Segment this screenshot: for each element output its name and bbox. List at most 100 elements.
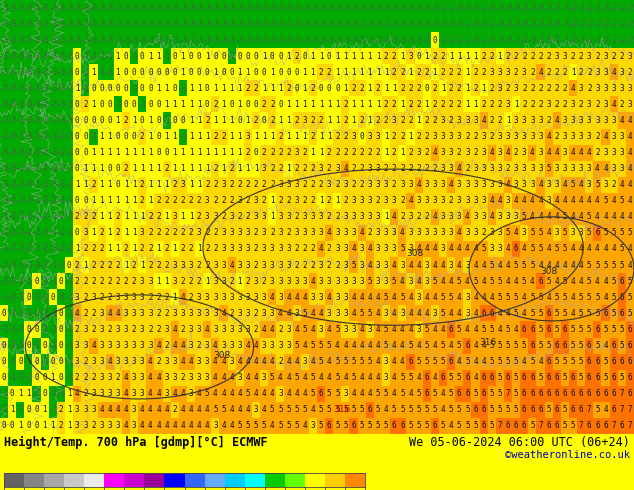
Text: 5: 5 (555, 293, 559, 302)
Text: -2: -2 (32, 309, 41, 318)
Text: 0: 0 (172, 84, 177, 93)
Text: 6: 6 (481, 421, 486, 430)
Text: 3: 3 (189, 341, 193, 350)
Text: 3: 3 (213, 421, 217, 430)
Text: 4: 4 (343, 341, 348, 350)
Text: 3: 3 (489, 228, 494, 237)
Text: -3: -3 (560, 3, 569, 13)
Text: 3: 3 (230, 341, 234, 350)
Text: 2: 2 (595, 148, 600, 157)
Text: 2: 2 (245, 148, 250, 157)
Text: 3: 3 (75, 357, 79, 366)
Text: 5: 5 (311, 373, 315, 382)
Text: 3: 3 (441, 132, 445, 141)
Text: -3: -3 (292, 20, 301, 28)
Text: 0: 0 (67, 261, 72, 270)
Text: -1: -1 (162, 116, 171, 125)
Text: 3: 3 (562, 148, 567, 157)
Text: 2: 2 (417, 212, 421, 221)
Text: 4: 4 (359, 293, 364, 302)
Text: -3: -3 (252, 36, 261, 45)
Text: 2: 2 (619, 52, 624, 61)
Text: 4: 4 (230, 421, 234, 430)
Text: 2: 2 (245, 180, 250, 189)
Text: 2: 2 (156, 212, 161, 221)
Text: 4: 4 (213, 357, 217, 366)
Text: 3: 3 (124, 293, 128, 302)
Text: -3: -3 (259, 3, 269, 13)
Text: 3: 3 (376, 228, 380, 237)
Text: -3: -3 (113, 3, 122, 13)
Text: 4: 4 (221, 309, 226, 318)
Text: 0: 0 (100, 116, 104, 125)
Text: 3: 3 (100, 341, 104, 350)
Text: 7: 7 (619, 405, 624, 414)
Text: 2: 2 (278, 357, 283, 366)
Text: -3: -3 (40, 52, 49, 61)
Text: 0: 0 (59, 276, 63, 286)
Text: -1: -1 (89, 52, 98, 61)
Text: 3: 3 (522, 180, 527, 189)
Text: 4: 4 (327, 293, 332, 302)
Text: -3: -3 (81, 20, 90, 28)
Text: -3: -3 (300, 36, 309, 45)
Text: 3: 3 (115, 341, 120, 350)
Text: 3: 3 (278, 245, 283, 253)
Text: 1: 1 (384, 68, 389, 77)
Text: 4: 4 (156, 341, 161, 350)
Text: -3: -3 (32, 84, 41, 93)
Text: 5: 5 (245, 421, 250, 430)
Text: 4: 4 (400, 276, 404, 286)
Text: 2: 2 (417, 68, 421, 77)
Text: 2: 2 (302, 164, 307, 173)
Text: -2: -2 (24, 245, 33, 253)
Text: 4: 4 (148, 405, 153, 414)
Text: 1: 1 (424, 100, 429, 109)
Text: 1: 1 (18, 389, 23, 398)
Text: 1: 1 (75, 180, 79, 189)
Text: -1: -1 (24, 276, 33, 286)
Text: 1: 1 (400, 100, 404, 109)
Text: 3: 3 (294, 228, 299, 237)
Text: 4: 4 (432, 245, 437, 253)
Text: 2: 2 (392, 164, 396, 173)
Text: 0: 0 (302, 52, 307, 61)
Text: -2: -2 (16, 228, 25, 237)
Text: 3: 3 (172, 212, 177, 221)
Text: -3: -3 (129, 3, 139, 13)
Text: -2: -2 (40, 132, 49, 141)
Text: -3: -3 (0, 20, 9, 28)
Text: 3: 3 (514, 116, 519, 125)
Text: 2: 2 (294, 52, 299, 61)
Text: 0: 0 (59, 309, 63, 318)
Text: -2: -2 (382, 36, 391, 45)
Text: -2: -2 (609, 20, 618, 28)
Text: 4: 4 (571, 196, 575, 205)
Text: -3: -3 (333, 20, 342, 28)
Text: 3: 3 (140, 293, 145, 302)
Text: -2: -2 (56, 245, 65, 253)
Text: -2: -2 (520, 3, 529, 13)
Text: 2: 2 (489, 52, 494, 61)
Text: 1: 1 (238, 68, 242, 77)
Text: 4: 4 (124, 421, 128, 430)
Text: 3: 3 (587, 164, 592, 173)
Text: 4: 4 (359, 228, 364, 237)
Text: 0: 0 (91, 116, 96, 125)
Text: 3: 3 (408, 276, 413, 286)
Text: 2: 2 (351, 148, 356, 157)
Text: 5: 5 (384, 325, 389, 334)
Text: 3: 3 (619, 148, 624, 157)
Text: 1: 1 (302, 84, 307, 93)
Text: -3: -3 (325, 20, 334, 28)
Text: 4: 4 (481, 116, 486, 125)
Text: 3: 3 (294, 180, 299, 189)
Text: 3: 3 (319, 261, 323, 270)
Text: 2: 2 (530, 68, 534, 77)
Text: 3: 3 (319, 212, 323, 221)
Text: 5: 5 (571, 325, 575, 334)
Text: 3: 3 (424, 196, 429, 205)
Text: 6: 6 (424, 373, 429, 382)
Text: 5: 5 (441, 293, 445, 302)
Text: -2: -2 (40, 164, 49, 173)
